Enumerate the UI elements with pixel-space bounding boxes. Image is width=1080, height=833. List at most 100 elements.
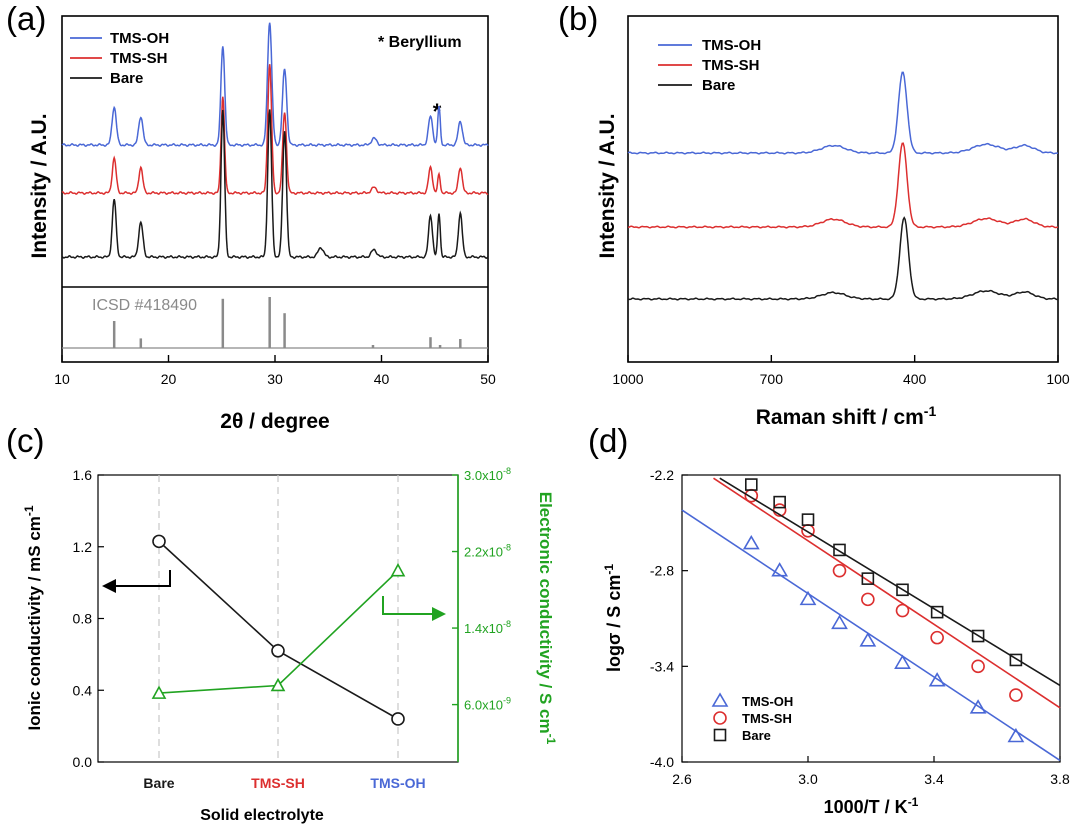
panel-b-legend-label-bare: Bare [702, 77, 735, 94]
panel-b-series-tms-oh [627, 71, 1059, 155]
panel-a-xlabel: 2θ / degree [220, 410, 329, 433]
panel-a-legend-label-bare: Bare [110, 70, 143, 87]
panel-b-series-bare [627, 216, 1059, 301]
panel-b-xtick-label: 100 [1046, 371, 1070, 387]
panel-c-category-label-bare: Bare [143, 775, 174, 791]
panel-d-point-bare [896, 583, 909, 597]
panel-label-b: (b) [558, 0, 598, 37]
panel-d-point-tms-sh [895, 603, 910, 618]
panel-a-series-tms-sh [61, 64, 489, 196]
panel-d-point-tms-oh [742, 534, 760, 550]
panel-d-xtick-label: 3.4 [924, 771, 944, 787]
panel-d-legend-label-bare: Bare [742, 728, 771, 743]
panel-c-point-electronic-conductivity [270, 677, 286, 692]
panel-c-y2tick-label: 3.0x10-8 [464, 466, 511, 483]
panel-d-ytick-label: -2.2 [650, 467, 674, 483]
panel-c-arrowhead-left [102, 579, 116, 593]
panel-c-point-ionic-conductivity [152, 534, 166, 549]
panel-d-point-tms-oh [859, 632, 877, 647]
panel-c-y2label: Electronic conductivity / S cm-1 [536, 492, 558, 745]
panel-c-y2tick-label: 6.0x10-9 [464, 696, 511, 713]
panel-d-xtick-label: 3.0 [798, 771, 818, 787]
panel-c-point-ionic-conductivity [271, 643, 285, 658]
panel-c-arrow-left [112, 570, 171, 587]
panel-c-ytick-label: 0.8 [73, 611, 93, 627]
panel-d-point-tms-oh [894, 654, 911, 669]
panel-a-legend-label-tms-sh: TMS-SH [110, 50, 168, 67]
panel-d-legend-label-tms-oh: TMS-OH [742, 694, 793, 709]
panel-c-y2tick-label: 1.4x10-8 [464, 619, 511, 636]
panel-d-point-tms-oh [928, 672, 946, 687]
panel-b-series-tms-sh [627, 142, 1059, 229]
panel-c-ytick-label: 0.4 [73, 682, 93, 698]
panel-d-point-bare [773, 495, 786, 509]
panel-d-ytick-label: -2.8 [650, 563, 674, 579]
panel-d-legend-marker-tms-sh [713, 711, 727, 725]
panel-d-point-tms-oh [969, 699, 987, 714]
panel-d-point-tms-oh [1007, 727, 1025, 743]
panel-d-point-bare [930, 605, 944, 619]
panel-d-fit-tms-oh [681, 509, 1061, 762]
panel-c-point-electronic-conductivity [151, 685, 167, 699]
panel-d-point-tms-oh [831, 614, 848, 630]
panel-a-reference-label: ICSD #418490 [92, 297, 197, 314]
panel-b-legend-label-tms-oh: TMS-OH [702, 37, 761, 54]
panel-d-legend-marker-bare [713, 728, 727, 742]
panel-d-xtick-label: 2.6 [672, 771, 692, 787]
panel-a-xtick-label: 10 [54, 371, 70, 387]
panel-a-legend-label-tms-oh: TMS-OH [110, 30, 169, 47]
panel-c-point-electronic-conductivity [390, 562, 406, 577]
panel-c-category-label-tms-oh: TMS-OH [370, 775, 425, 791]
panel-b-xtick-label: 400 [903, 371, 927, 387]
panel-d: logσ / S cm-1 1000/T / K-1 2.6 3.0 3.4 3.8 -… [602, 467, 1070, 817]
panel-b: Intensity / A.U. Raman shift / cm-1 1000… [596, 15, 1070, 429]
panel-d-fit-tms-sh [713, 477, 1061, 709]
panel-c-y2tick-label: 2.2x10-8 [464, 543, 511, 560]
panel-c-ytick-label: 1.2 [73, 539, 93, 555]
panel-d-point-bare [833, 543, 846, 557]
panel-c-ytick-label: 0.0 [73, 754, 93, 770]
panel-a-ylabel: Intensity / A.U. [28, 113, 51, 258]
panel-c: Ionic conductivity / mS cm-1 Electronic … [22, 466, 558, 824]
panel-d-point-tms-sh [832, 563, 847, 578]
panel-d-fit-bare [719, 477, 1061, 687]
panel-d-ytick-label: -3.4 [650, 658, 674, 674]
panel-c-xlabel: Solid electrolyte [200, 807, 324, 824]
panel-label-d: (d) [588, 422, 628, 459]
panel-a-series-tms-oh [61, 22, 489, 148]
panel-c-arrowhead-right [432, 607, 446, 621]
panel-d-point-tms-sh [861, 592, 875, 607]
panel-c-point-ionic-conductivity [391, 712, 405, 726]
panel-a-xtick-label: 30 [267, 371, 283, 387]
panel-d-point-tms-sh [1009, 688, 1023, 702]
panel-d-point-tms-oh [799, 590, 817, 606]
panel-label-c: (c) [6, 422, 44, 459]
panel-d-frame [681, 474, 1061, 763]
panel-b-xtick-label: 1000 [612, 371, 643, 387]
panel-d-point-bare [1009, 653, 1023, 667]
panel-b-frame [627, 15, 1059, 363]
panel-d-point-tms-oh [771, 562, 789, 577]
panel-a-series-bare [61, 109, 489, 260]
panel-d-point-tms-sh [930, 630, 944, 645]
panel-d-xlabel: 1000/T / K-1 [824, 795, 919, 817]
panel-c-ytick-label: 1.6 [73, 467, 93, 483]
panel-d-legend-label-tms-sh: TMS-SH [742, 711, 792, 726]
panel-d-point-bare [744, 478, 758, 491]
panel-d-point-bare [801, 513, 815, 526]
panel-a-annotation: * Beryllium [378, 34, 462, 51]
panel-b-legend-label-tms-sh: TMS-SH [702, 57, 760, 74]
panel-c-ylabel: Ionic conductivity / mS cm-1 [22, 505, 44, 730]
panel-d-ytick-label: -4.0 [650, 754, 674, 770]
panel-d-point-bare [971, 629, 985, 643]
panel-b-xlabel: Raman shift / cm-1 [756, 403, 937, 429]
panel-d-point-tms-sh [971, 659, 985, 674]
panel-d-xtick-label: 3.8 [1050, 771, 1070, 787]
panel-b-xtick-label: 700 [760, 371, 784, 387]
panel-a-xtick-label: 20 [161, 371, 177, 387]
panel-d-legend-marker-tms-oh [711, 692, 729, 707]
panel-a: Intensity / A.U. 2θ / degree * Beryllium… [28, 15, 496, 433]
panel-label-a: (a) [6, 0, 46, 37]
panel-a-star: * [433, 99, 442, 124]
panel-a-xtick-label: 40 [374, 371, 390, 387]
